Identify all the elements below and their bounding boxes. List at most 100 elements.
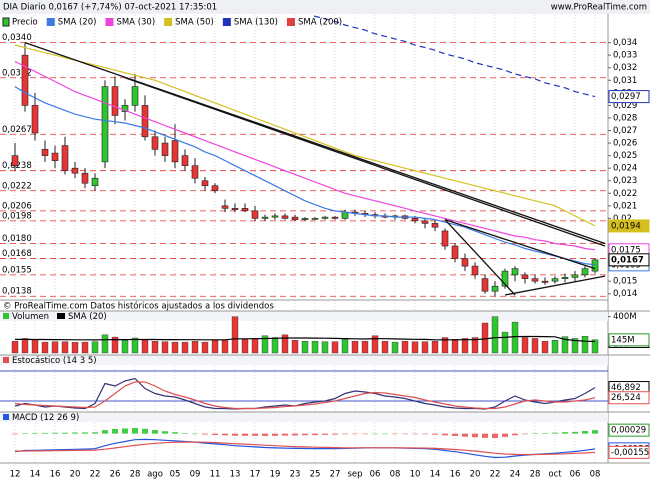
trendline <box>24 42 606 245</box>
value-tag-box <box>608 253 650 267</box>
volume-bar <box>121 340 129 354</box>
macd-hist <box>372 433 378 435</box>
macd-hist <box>462 433 468 437</box>
volume-bar <box>261 335 269 354</box>
y-tick-label: 0,024 <box>613 164 637 174</box>
volume-bar <box>251 338 259 354</box>
y-tick-label: 400M <box>613 312 637 322</box>
x-tick-label: 14 <box>430 470 441 480</box>
legend-label: SMA (200) <box>298 18 342 28</box>
value-tag: 46,892 <box>611 383 641 393</box>
value-tag: 26,524 <box>611 393 641 403</box>
value-tag-box <box>608 423 650 437</box>
legend-swatch <box>222 18 231 26</box>
volume-bar <box>381 340 389 354</box>
value-tag-box <box>608 445 650 459</box>
candle-body <box>111 86 119 116</box>
x-tick-label: 12 <box>10 470 21 480</box>
x-tick-label: 08 <box>390 470 401 480</box>
volume-bar <box>451 339 459 354</box>
volume-bar <box>231 316 239 354</box>
candle-body <box>471 265 479 276</box>
macd-hist <box>102 430 108 434</box>
macd-hist <box>182 433 188 434</box>
macd-hist <box>422 433 428 435</box>
candle-body <box>121 105 129 112</box>
trendline <box>504 275 606 296</box>
volume-bar <box>211 340 219 354</box>
candle-body <box>321 216 329 219</box>
y-tick-label: 0,014 <box>613 289 637 299</box>
macd-hist <box>532 433 538 435</box>
legend-swatch <box>57 313 66 319</box>
value-tag: 0,0297 <box>611 92 641 102</box>
volume-bar <box>431 340 439 354</box>
macd-hist <box>12 433 18 435</box>
volume-bar <box>521 337 529 354</box>
macd-hist <box>202 433 208 435</box>
candle-body <box>481 278 489 292</box>
volume-bar <box>461 338 469 354</box>
volume-bar <box>61 341 69 354</box>
volume-bar <box>281 334 289 354</box>
macd-hist <box>222 433 228 436</box>
candle-body <box>231 208 239 210</box>
candle-body <box>411 218 419 222</box>
sma-line <box>14 86 596 266</box>
x-tick-label: 06 <box>370 470 381 480</box>
candle-body <box>431 223 439 228</box>
macd-hist <box>572 431 578 434</box>
x-tick-label: 27 <box>330 470 341 480</box>
candle-body <box>491 285 499 292</box>
legend-label: SMA (20) <box>58 18 97 28</box>
legend-label: SMA (50) <box>175 18 214 28</box>
level-label: 0,0312 <box>2 68 32 78</box>
macd-hist <box>512 433 518 436</box>
x-tick-label: 19 <box>270 470 281 480</box>
macd-hist <box>22 433 28 434</box>
candle-body <box>191 165 199 179</box>
candle-body <box>341 211 349 219</box>
value-tag-box <box>608 391 650 405</box>
value-tag-box <box>608 333 650 347</box>
candle-body <box>201 180 209 187</box>
macd-hist <box>292 433 298 436</box>
level-label: 0,0180 <box>2 234 32 244</box>
macd-hist <box>62 432 68 434</box>
value-tag: 0,0175 <box>611 245 641 255</box>
volume-bar <box>161 341 169 354</box>
volume-bar <box>111 336 119 354</box>
legend-swatch <box>46 18 55 26</box>
candle-body <box>561 277 569 279</box>
macd-hist <box>172 432 178 434</box>
legend-swatch <box>3 414 9 420</box>
stoch-line <box>14 377 596 410</box>
volume-bar <box>141 339 149 354</box>
candle-body <box>461 258 469 267</box>
candle-body <box>541 280 549 283</box>
volume-bar <box>361 340 369 354</box>
macd-hist <box>542 433 548 434</box>
x-tick-label: 05 <box>170 470 181 480</box>
candle-body <box>451 245 459 259</box>
level-label: 0,0206 <box>2 201 32 211</box>
candle-body <box>41 149 49 156</box>
x-tick-label: 20 <box>470 470 481 480</box>
macd-hist <box>42 432 48 434</box>
panel-title: Volumen <box>12 312 49 322</box>
volume-bar <box>371 335 379 354</box>
y-tick-label: 0,015 <box>613 277 637 287</box>
x-tick-label: 11 <box>210 470 221 480</box>
candle-body <box>21 54 29 106</box>
candle-body <box>241 208 249 212</box>
volume-bar <box>191 340 199 354</box>
volume-bar <box>411 341 419 354</box>
macd-hist <box>332 433 338 435</box>
volume-bar <box>501 331 509 354</box>
macd-hist <box>302 433 308 436</box>
candle-body <box>511 268 519 276</box>
panel-title: MACD (12 26 9) <box>12 413 79 423</box>
x-tick-label: 22 <box>90 470 101 480</box>
y-tick-label: 0,031 <box>613 76 637 86</box>
